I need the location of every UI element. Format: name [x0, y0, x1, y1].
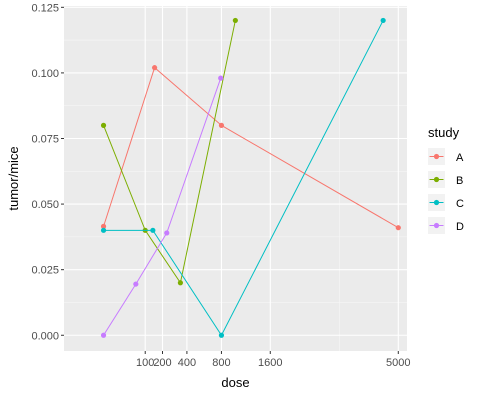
data-point-b [100, 122, 107, 128]
x-tick-label: 200 [153, 357, 171, 369]
legend-point-d [433, 222, 440, 229]
x-tick-label: 1600 [258, 357, 282, 369]
data-point-b [232, 17, 238, 24]
data-point-a [218, 122, 225, 128]
data-point-d [218, 75, 224, 81]
series-layer [100, 17, 401, 338]
x-tick-label: 5000 [386, 357, 410, 369]
series-line-a [103, 66, 399, 229]
legend-title: study [428, 125, 460, 140]
grid-major [64, 6, 407, 351]
data-point-c [150, 227, 156, 233]
legend-point-c [433, 199, 440, 206]
legend-label-b: B [456, 175, 463, 187]
y-axis-title: tumor/mice [6, 146, 21, 210]
data-point-c [380, 17, 386, 24]
legend-label-a: A [456, 152, 464, 164]
data-point-c [100, 227, 107, 233]
y-axis: 0.000 0.025 0.050 0.075 0.100 0.125 [31, 2, 64, 342]
x-tick-label: 100 [136, 357, 154, 369]
x-axis-title: dose [221, 375, 249, 390]
y-tick-label: 0.000 [31, 330, 59, 342]
data-point-a [151, 65, 158, 71]
series-line-d [103, 77, 222, 336]
data-point-a [395, 225, 401, 231]
y-tick-label: 0.025 [31, 265, 59, 277]
data-point-d [133, 281, 139, 287]
x-tick-label: 800 [212, 357, 230, 369]
legend-label-d: D [456, 221, 464, 233]
data-point-c [218, 332, 225, 338]
plot-panel [64, 6, 407, 351]
y-tick-label: 0.125 [31, 2, 59, 14]
y-tick-label: 0.100 [31, 68, 59, 80]
series-line-b [103, 20, 236, 285]
x-tick-label: 400 [178, 357, 196, 369]
y-tick-label: 0.075 [31, 133, 59, 145]
legend-label-c: C [456, 198, 464, 210]
legend-point-a [433, 153, 440, 160]
data-point-d [100, 332, 107, 338]
y-tick-label: 0.050 [31, 199, 59, 211]
data-point-b [177, 280, 184, 286]
data-point-d [164, 230, 170, 236]
legend-point-b [433, 176, 440, 183]
data-point-a [100, 223, 107, 229]
series-line-c [103, 20, 384, 337]
